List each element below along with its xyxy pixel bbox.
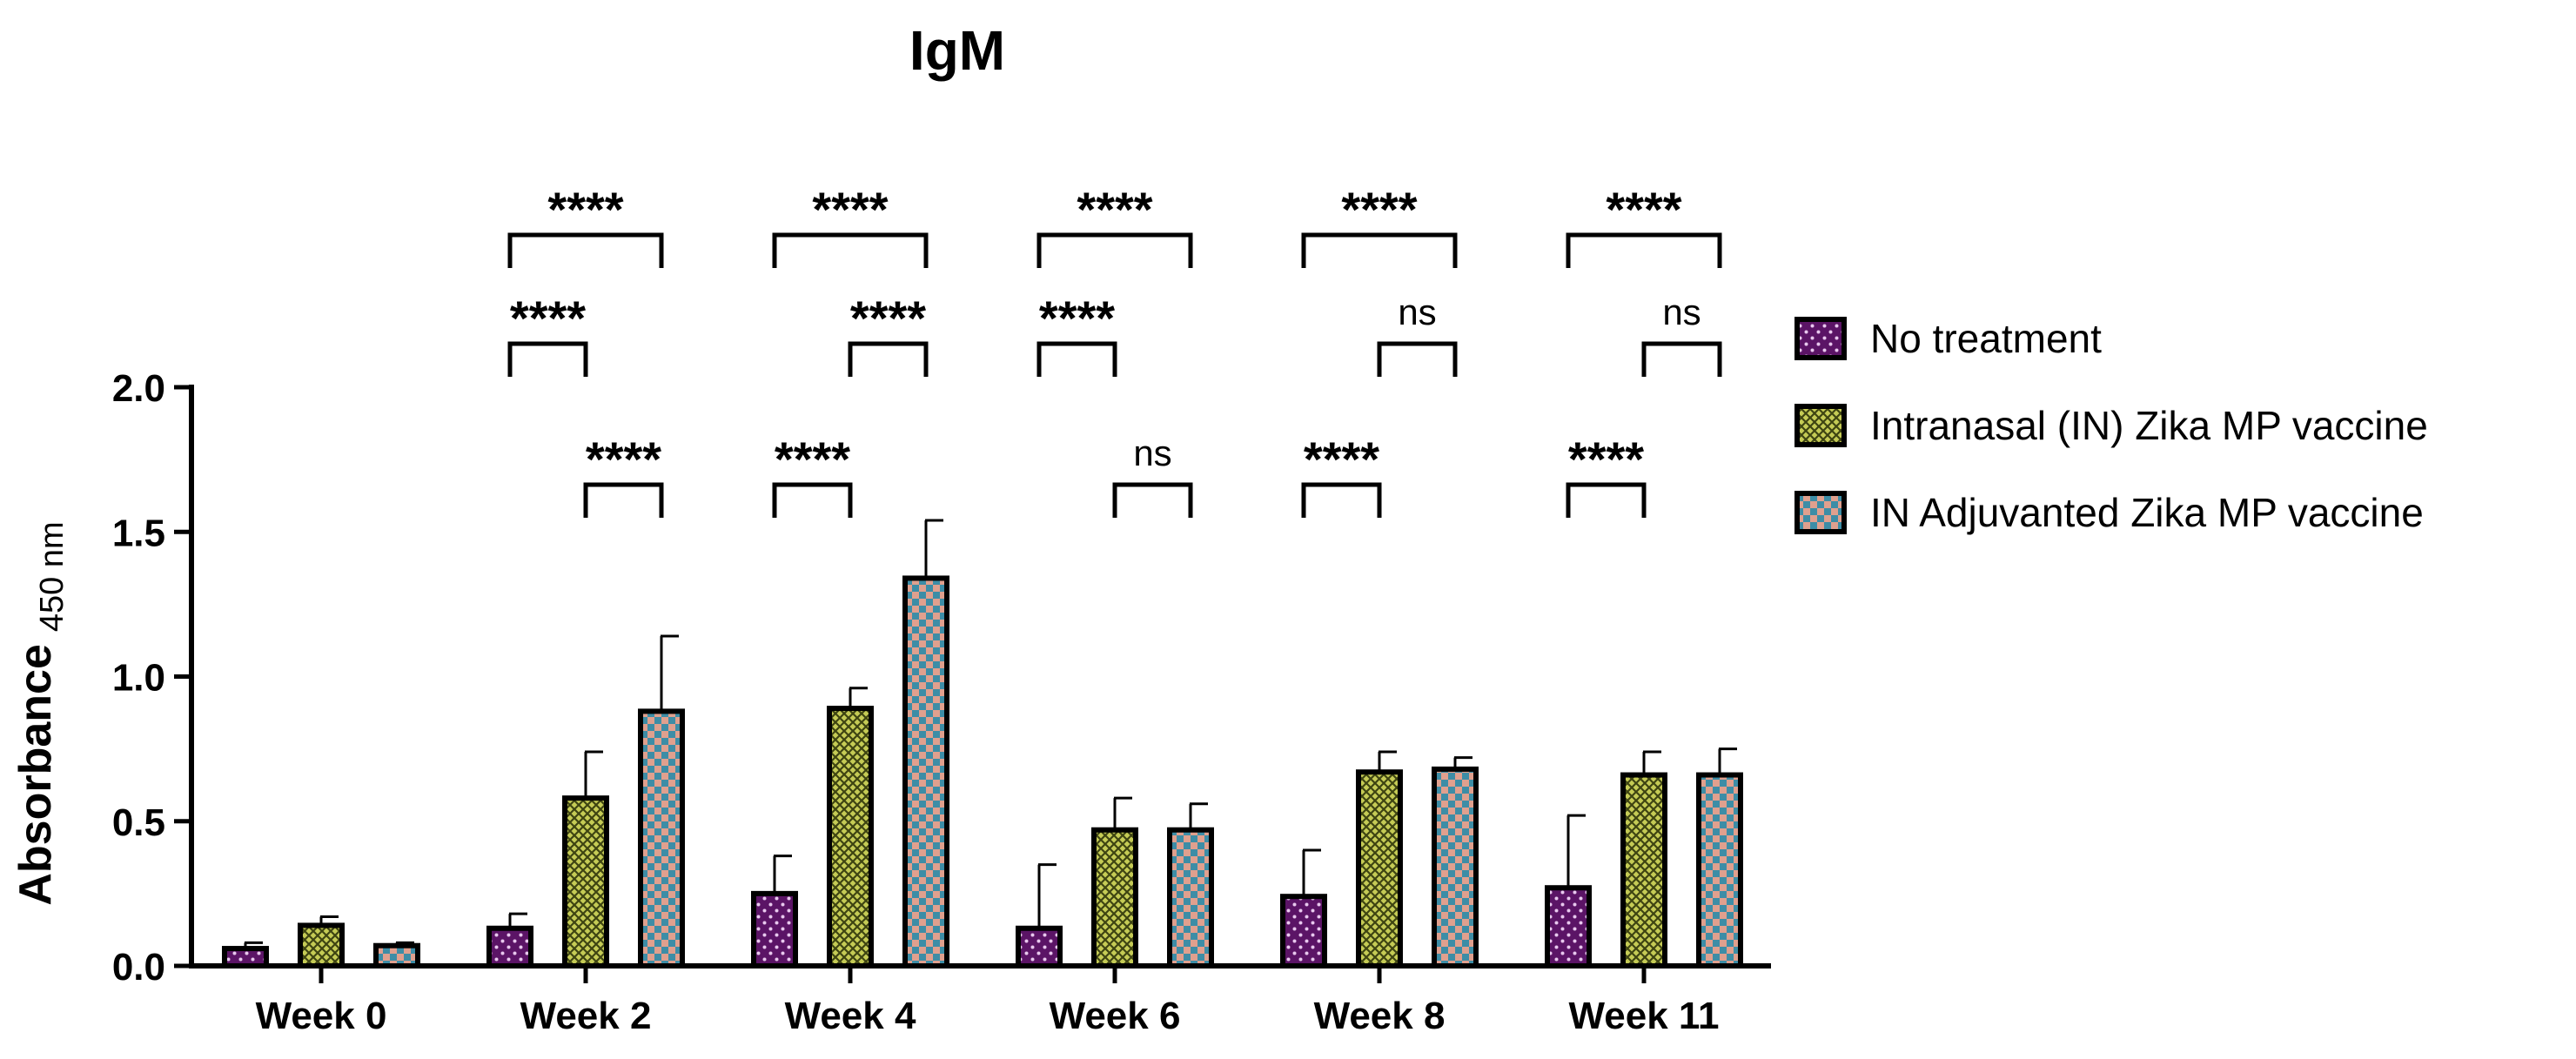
significance-label: **** bbox=[1568, 432, 1644, 486]
significance-label: **** bbox=[850, 291, 926, 345]
significance-bracket bbox=[1036, 341, 1117, 377]
significance-bracket bbox=[583, 482, 664, 518]
significance-label: **** bbox=[1341, 182, 1417, 237]
plot-area: 0.0 0.5 1.0 1.5 2.0 Week 0 Week 2 Week 4 Week 6 W… bbox=[112, 182, 1771, 1037]
significance-label: **** bbox=[1039, 291, 1115, 345]
x-tick-label: Week 0 bbox=[256, 995, 387, 1037]
x-tick-label: Week 8 bbox=[1314, 995, 1446, 1037]
significance-label: ns bbox=[1133, 432, 1171, 473]
significance-label: ns bbox=[1662, 292, 1701, 332]
y-axis-label-subscript: 450 nm bbox=[34, 521, 70, 632]
bar bbox=[1696, 772, 1743, 969]
bar bbox=[1016, 925, 1063, 969]
legend-label: No treatment bbox=[1870, 316, 2102, 361]
legend-swatch bbox=[1794, 491, 1847, 534]
legend-label: Intranasal (IN) Zika MP vaccine bbox=[1870, 403, 2428, 448]
bar bbox=[562, 795, 609, 969]
significance-label: **** bbox=[775, 432, 850, 486]
bar bbox=[1280, 894, 1327, 969]
legend-swatch bbox=[1794, 317, 1847, 360]
significance-bracket bbox=[1301, 232, 1458, 268]
significance-bracket bbox=[1112, 482, 1193, 518]
bar bbox=[1356, 769, 1403, 969]
x-tick-label: Week 6 bbox=[1050, 995, 1181, 1037]
bar bbox=[1545, 885, 1592, 969]
significance-bracket bbox=[1377, 341, 1458, 377]
legend: No treatment Intranasal (IN) Zika MP vacc… bbox=[1794, 316, 2428, 535]
significance-bracket bbox=[772, 482, 853, 518]
y-axis-label-main: Absorbance bbox=[10, 644, 61, 906]
significance-bracket bbox=[1301, 482, 1382, 518]
bar bbox=[1167, 827, 1214, 969]
bar bbox=[298, 922, 345, 969]
bar bbox=[751, 890, 798, 969]
significance-bracket bbox=[1566, 482, 1647, 518]
bar bbox=[222, 946, 269, 969]
significance-label: **** bbox=[1606, 182, 1681, 237]
y-tick-label: 0.0 bbox=[112, 946, 165, 989]
y-axis-label: Absorbance 450 nm bbox=[10, 521, 70, 905]
bar bbox=[1091, 827, 1138, 969]
significance-bracket bbox=[1641, 341, 1722, 377]
bar bbox=[1620, 772, 1667, 969]
significance-label: **** bbox=[586, 432, 661, 486]
legend-swatch bbox=[1794, 404, 1847, 447]
bar bbox=[638, 708, 685, 969]
x-tick-label: Week 2 bbox=[520, 995, 652, 1037]
bar bbox=[902, 575, 949, 969]
y-tick-label: 1.0 bbox=[112, 657, 165, 700]
bar bbox=[1432, 766, 1479, 969]
bar bbox=[827, 706, 874, 969]
significance-label: **** bbox=[1304, 432, 1379, 486]
significance-bracket bbox=[1036, 232, 1193, 268]
significance-bracket bbox=[848, 341, 929, 377]
significance-label: **** bbox=[1077, 182, 1152, 237]
significance-bracket bbox=[772, 232, 929, 268]
x-tick-label: Week 4 bbox=[785, 995, 916, 1037]
x-tick-label: Week 11 bbox=[1569, 995, 1720, 1037]
y-tick-label: 0.5 bbox=[112, 801, 165, 844]
significance-bracket bbox=[507, 232, 664, 268]
bar bbox=[373, 942, 420, 969]
bar bbox=[486, 925, 533, 969]
y-tick-label: 2.0 bbox=[112, 367, 165, 410]
significance-label: **** bbox=[547, 182, 623, 237]
legend-label: IN Adjuvanted Zika MP vaccine bbox=[1870, 490, 2424, 535]
significance-label: **** bbox=[510, 291, 586, 345]
significance-label: ns bbox=[1398, 292, 1436, 332]
chart-title: IgM bbox=[909, 19, 1005, 82]
significance-label: **** bbox=[812, 182, 888, 237]
y-tick-label: 1.5 bbox=[112, 512, 165, 554]
significance-bracket bbox=[1566, 232, 1722, 268]
significance-bracket bbox=[507, 341, 588, 377]
